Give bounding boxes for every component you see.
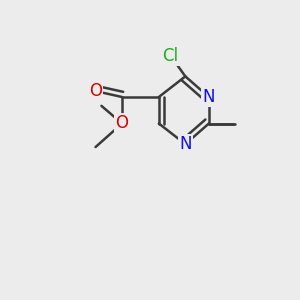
Text: O: O bbox=[89, 82, 102, 100]
Text: N: N bbox=[179, 135, 192, 153]
Text: Cl: Cl bbox=[163, 47, 179, 65]
Text: O: O bbox=[116, 115, 128, 133]
Text: N: N bbox=[202, 88, 215, 106]
